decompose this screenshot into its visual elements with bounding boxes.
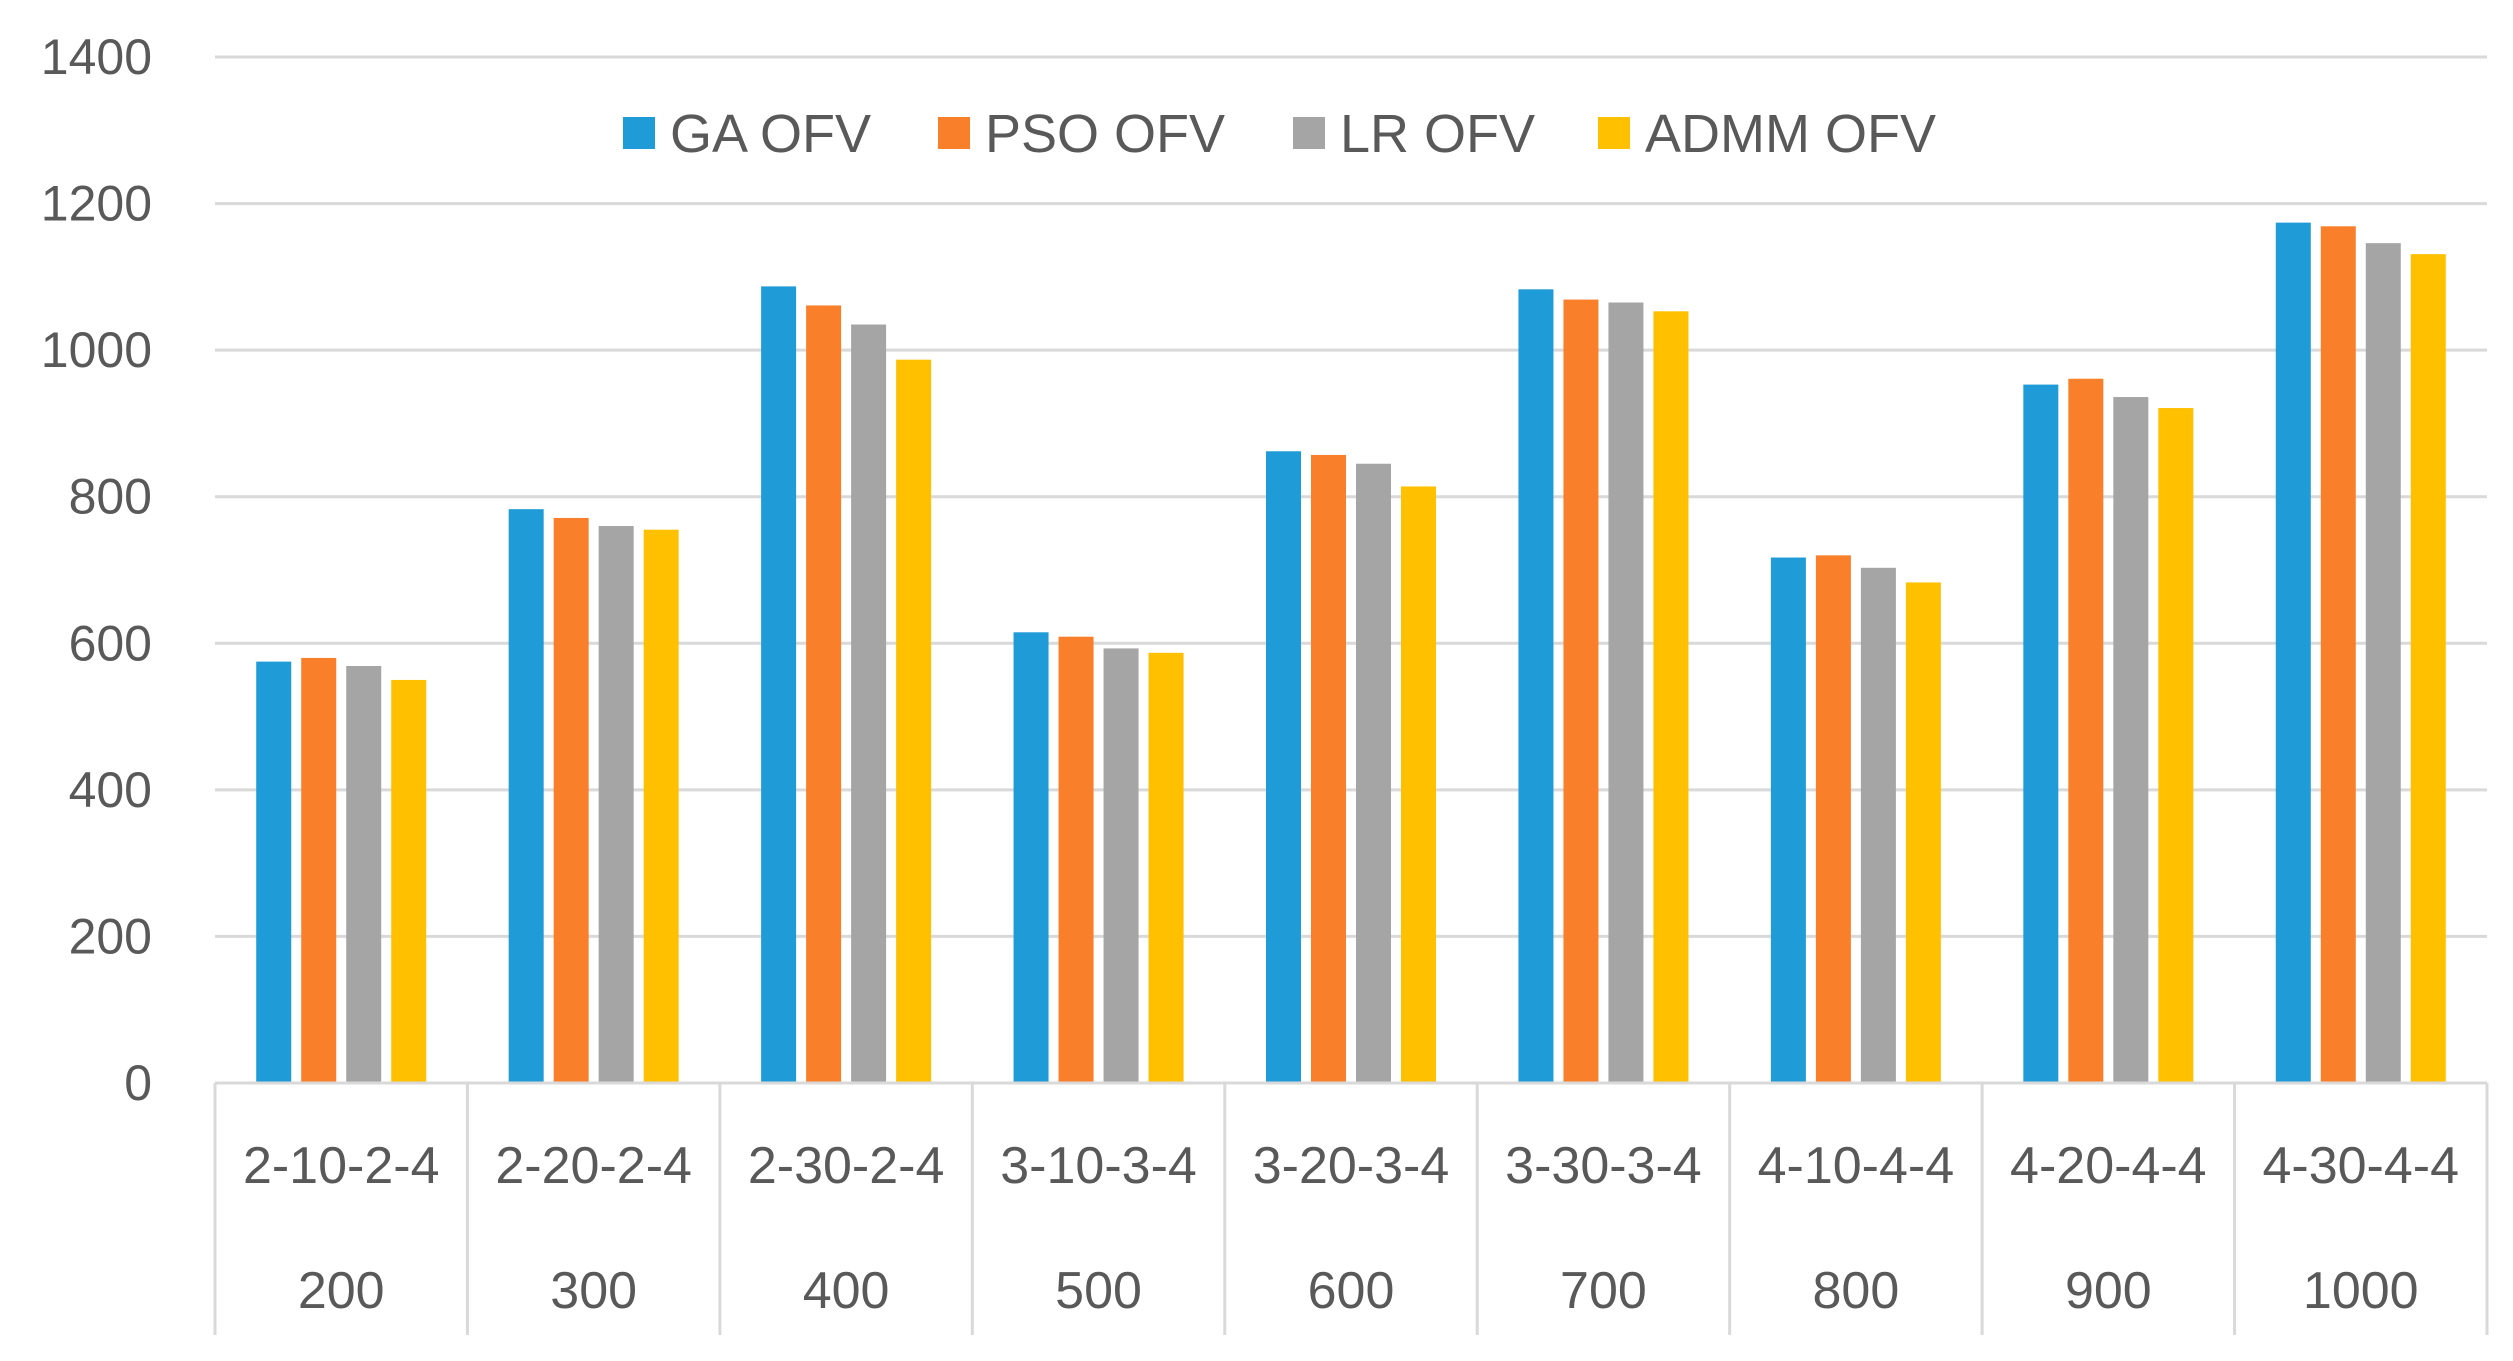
y-tick-label: 200 <box>69 908 152 964</box>
legend-item: GA OFV <box>623 104 871 164</box>
bar <box>1013 632 1049 1083</box>
x-group-label: 500 <box>1055 1262 1142 1320</box>
bar <box>1356 463 1391 1083</box>
legend-swatch <box>938 117 970 149</box>
bar <box>1103 648 1139 1083</box>
legend-label: GA OFV <box>670 104 871 164</box>
bar <box>1653 311 1689 1084</box>
legend-item: ADMM OFV <box>1598 104 1936 164</box>
bar <box>508 509 544 1083</box>
bars <box>256 222 2446 1084</box>
x-group-label: 800 <box>1813 1262 1900 1320</box>
bar <box>2023 384 2059 1083</box>
x-category-label: 3-10-3-4 <box>1000 1137 1197 1195</box>
bar <box>2365 243 2401 1083</box>
bar <box>391 679 427 1083</box>
gridlines <box>215 55 2487 938</box>
bar <box>1770 557 1806 1083</box>
legend-item: LR OFV <box>1293 104 1535 164</box>
x-category-label: 2-10-2-4 <box>243 1137 440 1195</box>
legend-swatch <box>1293 117 1325 149</box>
x-category-label: 4-20-4-4 <box>2010 1137 2207 1195</box>
x-group-label: 300 <box>550 1262 637 1320</box>
bar <box>1518 289 1554 1084</box>
x-category-label: 2-30-2-4 <box>748 1137 945 1195</box>
y-tick-label: 0 <box>124 1055 152 1111</box>
x-group-label: 400 <box>803 1262 890 1320</box>
bar <box>2320 226 2356 1084</box>
bar <box>643 529 679 1083</box>
x-axis: 2-10-2-4 200 2-20-2-4 300 2-30-2-4 400 3-10-3-… <box>213 1081 2489 1335</box>
bar <box>1815 555 1851 1083</box>
bar <box>806 305 842 1083</box>
x-category-label: 3-20-3-4 <box>1253 1137 1450 1195</box>
bar <box>1311 454 1346 1084</box>
y-tick-label: 600 <box>69 615 152 671</box>
x-category-label: 3-30-3-4 <box>1505 1137 1702 1195</box>
y-tick-label: 400 <box>69 762 152 818</box>
x-group-label: 900 <box>2065 1262 2152 1320</box>
x-group-label: 600 <box>1308 1262 1395 1320</box>
x-category-label: 4-30-4-4 <box>2262 1137 2459 1195</box>
y-tick-label: 800 <box>69 469 152 525</box>
bar <box>598 526 634 1083</box>
bar <box>1905 582 1941 1083</box>
bar <box>2068 378 2104 1084</box>
legend: GA OFV PSO OFV LR OFV ADMM OFV <box>623 104 1936 164</box>
bar <box>2410 254 2446 1084</box>
y-axis-tick-labels: 0 200 400 600 800 1000 1200 1400 <box>41 29 152 1111</box>
x-group-label: 700 <box>1560 1262 1647 1320</box>
y-tick-label: 1200 <box>41 176 152 232</box>
legend-label: ADMM OFV <box>1645 104 1936 164</box>
x-group-label: 1000 <box>2303 1262 2419 1320</box>
bar <box>301 657 337 1083</box>
bar <box>256 661 292 1083</box>
bar <box>851 324 887 1083</box>
bar <box>1860 567 1896 1083</box>
bar <box>346 666 382 1083</box>
legend-label: PSO OFV <box>985 104 1225 164</box>
x-category-label: 2-20-2-4 <box>495 1137 692 1195</box>
bar <box>553 517 589 1083</box>
y-tick-label: 1400 <box>41 29 152 85</box>
legend-label: LR OFV <box>1340 104 1535 164</box>
x-group-label: 200 <box>298 1262 385 1320</box>
legend-item: PSO OFV <box>938 104 1225 164</box>
legend-swatch <box>1598 117 1630 149</box>
bar <box>1058 636 1094 1083</box>
bar <box>1266 451 1301 1084</box>
legend-swatch <box>623 117 655 149</box>
y-tick-label: 1000 <box>41 322 152 378</box>
x-category-label: 4-10-4-4 <box>1758 1137 1955 1195</box>
bar <box>1148 652 1184 1083</box>
bar <box>2275 222 2311 1083</box>
bar <box>1608 302 1644 1083</box>
bar <box>1563 299 1599 1084</box>
bar <box>2158 408 2194 1083</box>
bar <box>2113 397 2149 1083</box>
bar <box>761 286 797 1083</box>
bar <box>1401 486 1436 1083</box>
bar <box>896 359 932 1083</box>
